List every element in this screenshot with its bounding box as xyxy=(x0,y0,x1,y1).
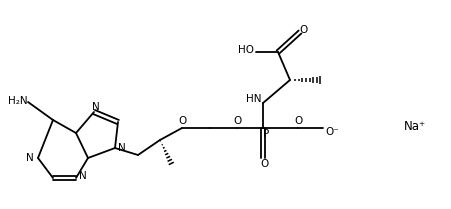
Text: P: P xyxy=(262,129,268,139)
Text: O: O xyxy=(233,116,242,126)
Text: HN: HN xyxy=(246,94,261,104)
Text: O: O xyxy=(179,116,187,126)
Text: N: N xyxy=(92,102,100,112)
Text: O: O xyxy=(299,25,308,35)
Text: O: O xyxy=(294,116,303,126)
Text: H₂N: H₂N xyxy=(8,96,28,106)
Text: O: O xyxy=(260,159,268,169)
Text: O⁻: O⁻ xyxy=(324,127,338,137)
Text: N: N xyxy=(26,153,34,163)
Text: N: N xyxy=(118,143,125,153)
Text: HO: HO xyxy=(238,45,253,55)
Text: N: N xyxy=(79,171,87,181)
Text: Na⁺: Na⁺ xyxy=(403,120,425,133)
